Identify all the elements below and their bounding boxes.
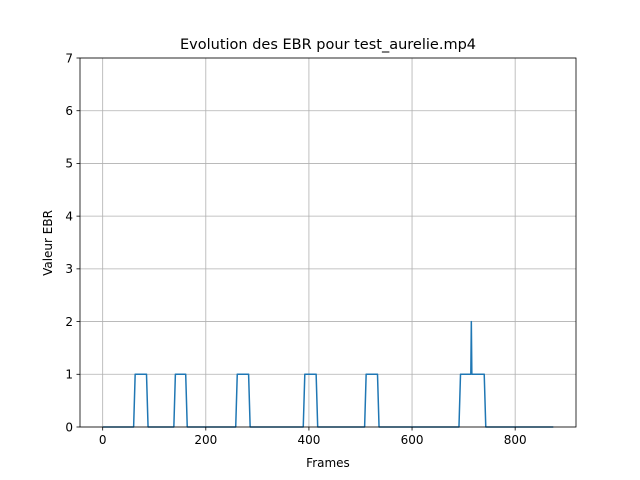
y-tick-label-6: 6 <box>65 104 73 118</box>
axes-frame <box>79 57 577 428</box>
x-tick-label-400: 400 <box>297 433 320 447</box>
y-axis-label: Valeur EBR <box>41 210 55 276</box>
y-tick-label-1: 1 <box>65 368 73 382</box>
y-tick-label-7: 7 <box>65 51 73 65</box>
y-tick-label-5: 5 <box>65 157 73 171</box>
x-tick-label-600: 600 <box>401 433 424 447</box>
chart-title: Evolution des EBR pour test_aurelie.mp4 <box>180 37 476 53</box>
y-tick-label-4: 4 <box>65 209 73 223</box>
x-axis-label: Frames <box>306 456 350 470</box>
y-tick-label-2: 2 <box>65 315 73 329</box>
y-tick-label-3: 3 <box>65 262 73 276</box>
axes-border <box>79 57 577 428</box>
x-tick-label-800: 800 <box>504 433 527 447</box>
ticks: 0 200 400 600 800 0 1 2 3 4 5 6 7 <box>65 51 526 447</box>
x-tick-label-0: 0 <box>99 433 107 447</box>
x-tick-label-200: 200 <box>194 433 217 447</box>
y-tick-label-0: 0 <box>65 420 73 434</box>
